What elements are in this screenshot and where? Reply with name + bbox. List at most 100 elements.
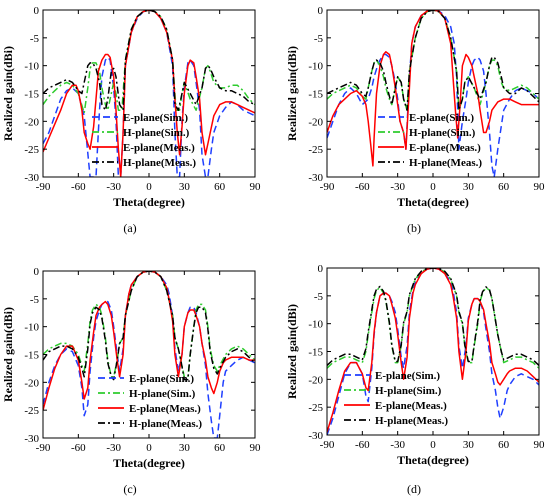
series-line-4 [43,271,255,381]
legend: E-plane(Sim.) H-plane(Sim.) E-plane(Meas.)… [92,112,196,169]
y-tick-label: -20 [24,377,39,389]
x-tick-label: 30 [179,181,191,193]
y-tick-label: -10 [308,319,323,331]
legend-entry: E-plane(Sim.) [409,112,474,124]
y-tick-label: -15 [24,350,39,362]
x-tick-label: 30 [463,439,475,451]
x-tick-label: 30 [179,442,191,454]
x-tick-label: -90 [320,439,335,451]
y-tick-label: -25 [24,405,39,417]
y-tick-label: -30 [24,433,39,445]
x-axis-label: Theta(degree) [113,195,185,209]
x-tick-label: -30 [390,181,405,193]
subfigure-label: (b) [407,221,421,235]
y-tick-label: 0 [318,263,324,275]
legend-entry: E-plane(Meas.) [129,403,201,415]
legend-entry: H-plane(Sim.) [409,127,476,139]
y-tick-label: -15 [24,89,39,101]
series-line-3 [327,10,539,167]
x-tick-label: -60 [355,439,370,451]
x-tick-label: -60 [71,181,86,193]
y-tick-label: -25 [308,402,323,414]
y-tick-label: -20 [24,116,39,128]
chart-panel-1: -90 -60 -30 0 30 60 90 0 -5 -10 -15 -20 -25 -30 Theta(… [1,5,261,235]
x-tick-label: -30 [106,181,121,193]
series-line-1 [327,10,539,177]
x-tick-label: 30 [463,181,475,193]
legend-entry: E-plane(Meas.) [375,400,447,412]
series-group [327,10,539,177]
x-tick-label: -90 [320,181,335,193]
x-tick-label: 0 [146,181,152,193]
series-group [43,271,255,438]
y-tick-label: -5 [314,33,324,45]
y-tick-label: -10 [308,61,323,73]
x-tick-label: -30 [390,439,405,451]
y-tick-label: 0 [318,5,324,17]
y-axis-label: Realized gain(dBi) [285,46,299,141]
y-tick-label: -30 [308,172,323,184]
x-tick-label: 60 [498,439,510,451]
x-tick-label: -90 [36,442,51,454]
legend-entry: E-plane(Sim.) [375,370,440,382]
series-line-4 [327,10,539,111]
legend-entry: H-plane(Sim.) [129,388,196,400]
x-tick-label: 0 [146,442,152,454]
y-tick-label: -5 [314,291,324,303]
series-group [43,10,255,177]
y-tick-label: -10 [24,61,39,73]
y-tick-label: -15 [308,89,323,101]
subfigure-label: (d) [407,482,421,496]
x-tick-label: 0 [430,439,436,451]
y-tick-label: -15 [308,347,323,359]
legend-entry: E-plane(Sim.) [123,112,188,124]
x-tick-label: 60 [214,181,226,193]
legend-entry: H-plane(Meas.) [123,157,196,169]
x-tick-label: 0 [430,181,436,193]
legend-entry: H-plane(Meas.) [409,157,482,169]
y-tick-label: -30 [24,172,39,184]
x-tick-label: -90 [36,181,51,193]
series-line-4 [43,10,255,111]
y-tick-label: -30 [308,430,323,442]
legend-entry: E-plane(Meas.) [409,142,481,154]
x-tick-label: 90 [250,181,262,193]
subfigure-label: (a) [123,221,136,235]
chart-panel-4: -90 -60 -30 0 30 60 90 0 -5 -10 -15 -20 -25 -30 Theta(… [285,263,545,496]
chart-panel-2: -90 -60 -30 0 30 60 90 0 -5 -10 -15 -20 -25 -30 Theta(… [285,5,545,235]
legend-entry: E-plane(Sim.) [129,373,194,385]
series-line-2 [327,268,539,369]
x-axis-label: Theta(degree) [397,195,469,209]
x-tick-label: 60 [214,442,226,454]
y-tick-label: -25 [24,144,39,156]
y-tick-label: -20 [308,374,323,386]
y-axis-label: Realized gain(dBi) [1,307,15,402]
y-tick-label: -20 [308,116,323,128]
x-tick-label: -60 [355,181,370,193]
series-line-2 [327,10,539,111]
subfigure-label: (c) [123,482,136,496]
y-tick-label: -5 [30,33,40,45]
x-tick-label: 60 [498,181,510,193]
series-group [327,268,539,435]
x-tick-label: 90 [250,442,262,454]
x-tick-label: -60 [71,442,86,454]
chart-panel-3: -90 -60 -30 0 30 60 90 0 -5 -10 -15 -20 -25 -30 Theta(… [1,266,261,496]
y-tick-label: 0 [34,266,40,278]
legend-entry: H-plane(Meas.) [375,415,448,427]
legend: E-plane(Sim.) H-plane(Sim.) E-plane(Meas.)… [378,112,482,169]
series-line-4 [327,268,539,366]
legend-entry: H-plane(Sim.) [123,127,190,139]
x-axis-label: Theta(degree) [113,456,185,470]
series-line-2 [43,10,255,114]
y-tick-label: -25 [308,144,323,156]
legend-entry: E-plane(Meas.) [123,142,195,154]
x-axis-label: Theta(degree) [397,453,469,467]
legend: E-plane(Sim.) H-plane(Sim.) E-plane(Meas.)… [344,370,448,427]
x-tick-label: 90 [534,181,546,193]
x-tick-label: -30 [106,442,121,454]
y-tick-label: 0 [34,5,40,17]
x-tick-label: 90 [534,439,546,451]
y-axis-label: Realized gain(dBi) [1,46,15,141]
